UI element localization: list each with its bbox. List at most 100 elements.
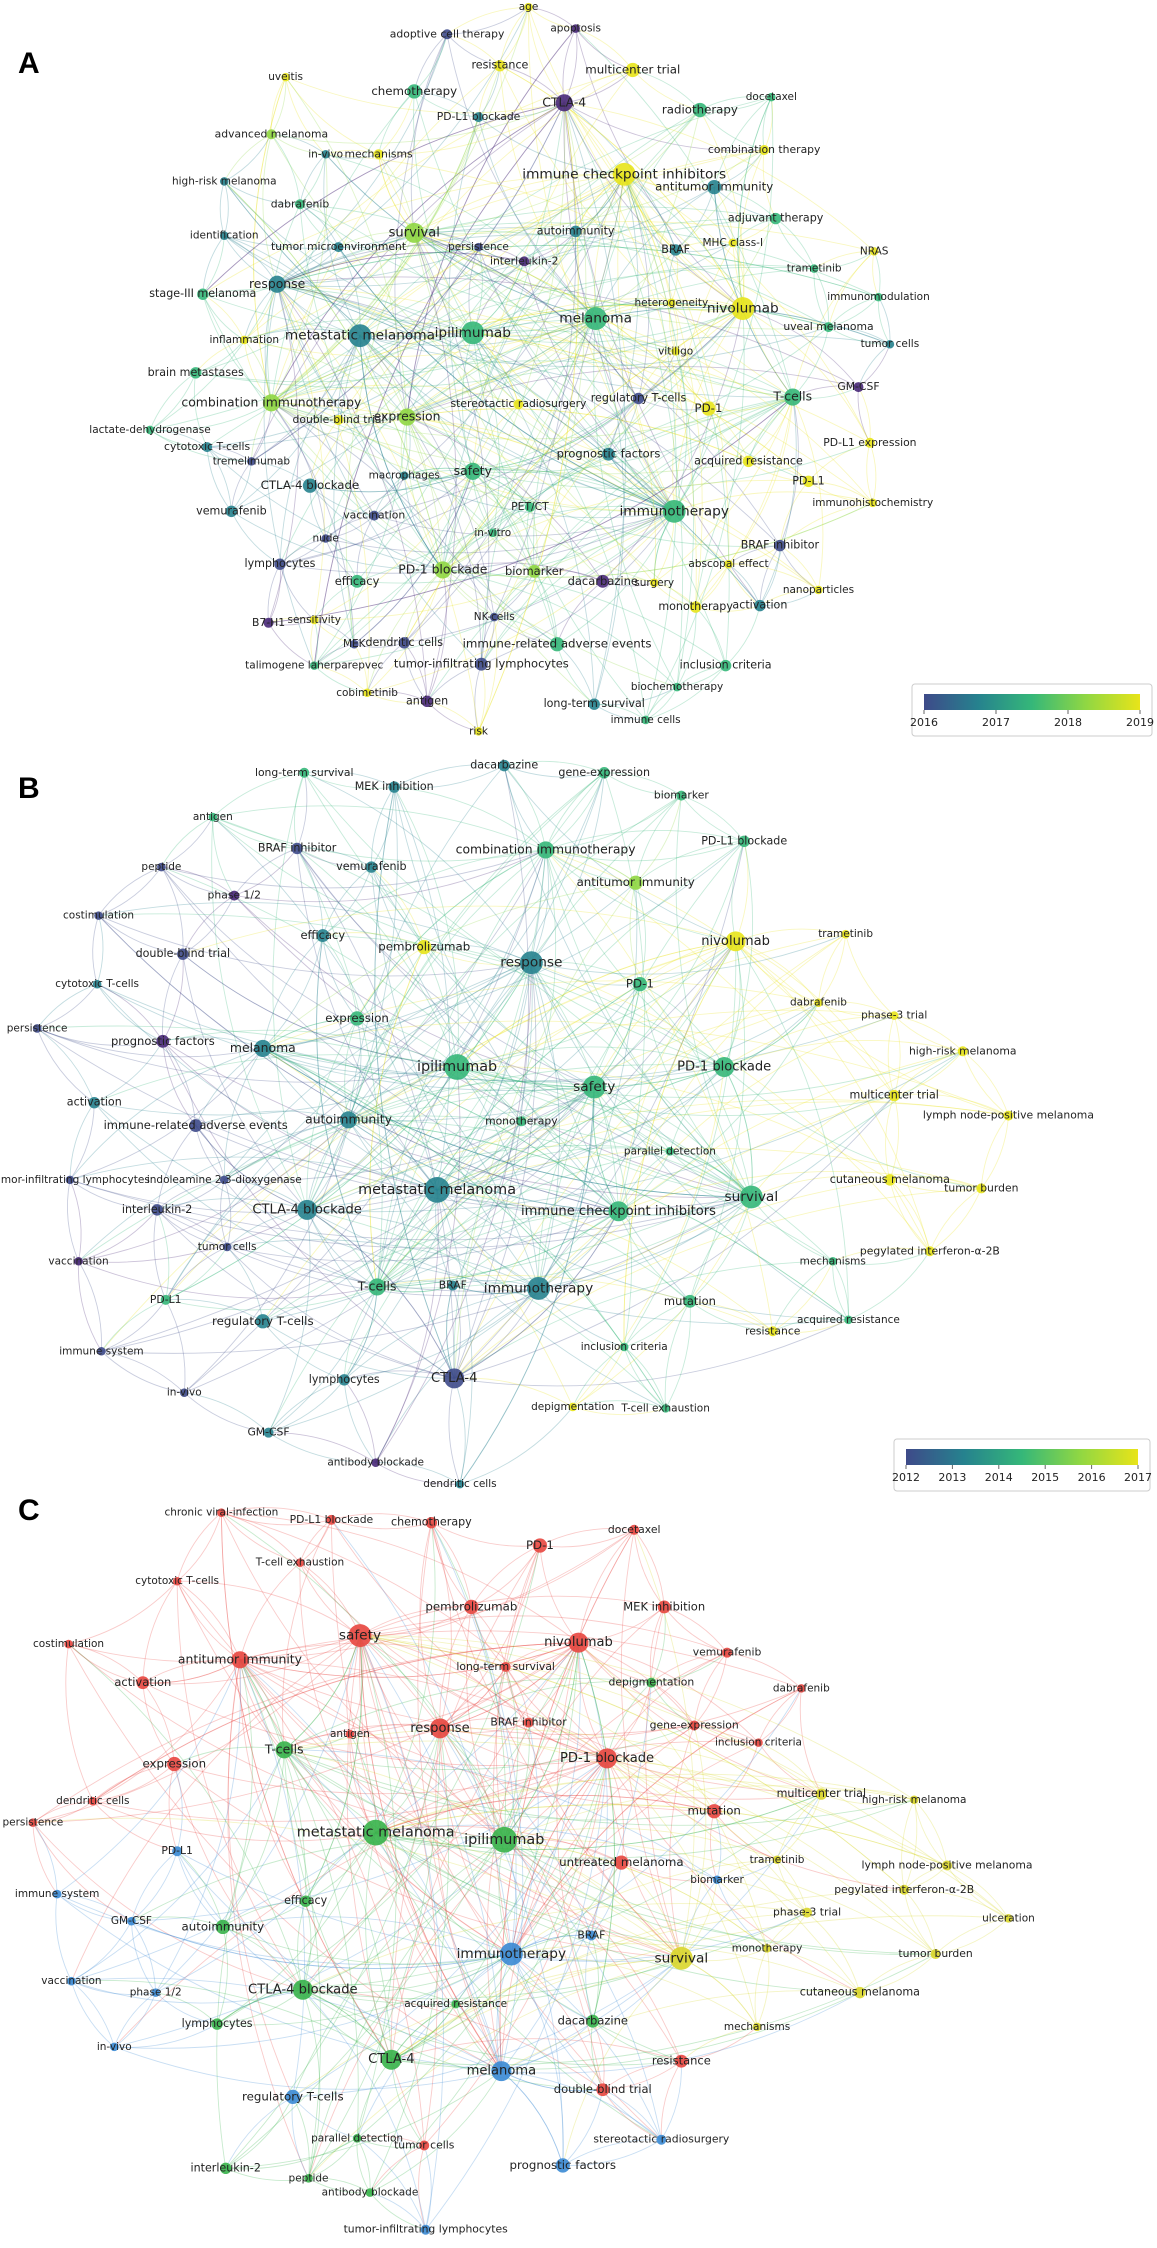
edge <box>302 1989 603 2091</box>
node <box>420 2224 431 2235</box>
edge <box>426 569 447 702</box>
edge <box>748 460 809 482</box>
edge <box>772 1260 833 1332</box>
edge <box>224 849 547 1181</box>
edge <box>577 1642 608 1759</box>
node <box>156 1034 170 1048</box>
edge <box>348 1115 752 1198</box>
node-label: pegylated interferon-α-2B <box>834 1883 974 1896</box>
edge <box>623 174 695 688</box>
edge <box>284 1740 948 1866</box>
edge <box>578 1642 615 2022</box>
edge <box>531 961 641 985</box>
edge <box>262 1015 895 1082</box>
node-label: radiotherapy <box>662 102 738 116</box>
edge <box>78 1086 595 1262</box>
node-label: phase-3 trial <box>773 1906 841 1919</box>
edge <box>225 2096 294 2169</box>
edge <box>276 283 761 606</box>
node <box>586 2014 600 2028</box>
edge <box>149 429 208 448</box>
edge <box>889 1179 982 1193</box>
edge <box>165 962 532 1301</box>
edge <box>980 1115 1009 1189</box>
node <box>429 1718 450 1739</box>
edge <box>391 2038 682 2062</box>
edge <box>262 1048 574 1408</box>
edge <box>156 1209 228 1248</box>
node <box>584 307 608 330</box>
node <box>662 499 686 523</box>
node-label: peptide <box>289 2172 329 2184</box>
edge <box>176 1851 304 1991</box>
edge <box>376 795 682 1288</box>
edge <box>32 1822 58 1895</box>
node <box>172 1846 183 1857</box>
edge <box>439 1727 822 1800</box>
edge <box>413 232 604 582</box>
edge <box>271 402 495 618</box>
edge <box>472 264 815 334</box>
edge <box>903 1889 937 1955</box>
node <box>549 637 565 652</box>
edge <box>929 1188 982 1252</box>
edge <box>772 1319 849 1334</box>
edge <box>69 1179 82 1262</box>
edge <box>530 962 560 1289</box>
edge <box>539 1529 635 1548</box>
edge <box>348 1119 833 1262</box>
edge <box>239 1659 425 2146</box>
edge <box>296 848 455 1379</box>
edge <box>195 1125 308 1211</box>
edge <box>578 1642 615 2022</box>
node <box>628 875 643 890</box>
edge <box>307 1189 438 1213</box>
edge <box>96 983 164 1042</box>
node-label: acquired resistance <box>404 1998 507 2010</box>
edge <box>673 351 688 512</box>
edge <box>375 1288 539 1463</box>
edge <box>578 1642 822 1795</box>
edge <box>195 1110 349 1127</box>
node-label: uveal melanoma <box>783 320 873 333</box>
edge <box>403 308 743 643</box>
node-label: PD-1 <box>694 401 722 415</box>
node <box>202 442 213 453</box>
node-label: BRAF inhibitor <box>490 1716 567 1729</box>
edge <box>403 174 625 644</box>
node-label: tumor microenvironment <box>271 240 406 253</box>
node-label: efficacy <box>335 574 380 588</box>
edge <box>296 848 383 1288</box>
node-label: BRAF inhibitor <box>741 539 820 552</box>
edge <box>439 1687 802 1740</box>
edge <box>602 2089 662 2141</box>
edge <box>308 1728 441 2179</box>
node <box>537 841 555 859</box>
node-label: phase 1/2 <box>130 1987 182 1999</box>
edge <box>693 1652 728 1726</box>
edge <box>296 772 308 849</box>
edge <box>157 1196 752 1249</box>
edge <box>369 2192 426 2231</box>
edge <box>504 1785 915 1841</box>
edge <box>723 941 741 1068</box>
edge <box>271 133 326 155</box>
edge <box>894 1093 1009 1116</box>
node-label: peptide <box>141 861 181 873</box>
node <box>874 292 883 302</box>
edge <box>217 1953 512 2026</box>
edge <box>262 1047 619 1212</box>
edge <box>271 154 328 404</box>
node-label: depigmentation <box>531 1401 614 1413</box>
edge <box>478 102 565 119</box>
edge <box>406 416 655 584</box>
node-label: response <box>249 276 305 291</box>
node <box>464 1599 479 1615</box>
edge <box>505 1666 682 1959</box>
edge <box>344 1018 358 1120</box>
edge <box>716 1879 768 1949</box>
edge <box>276 284 370 693</box>
edge <box>271 116 479 404</box>
edge <box>607 1757 1009 1919</box>
node-label: mechanisms <box>800 1255 866 1267</box>
